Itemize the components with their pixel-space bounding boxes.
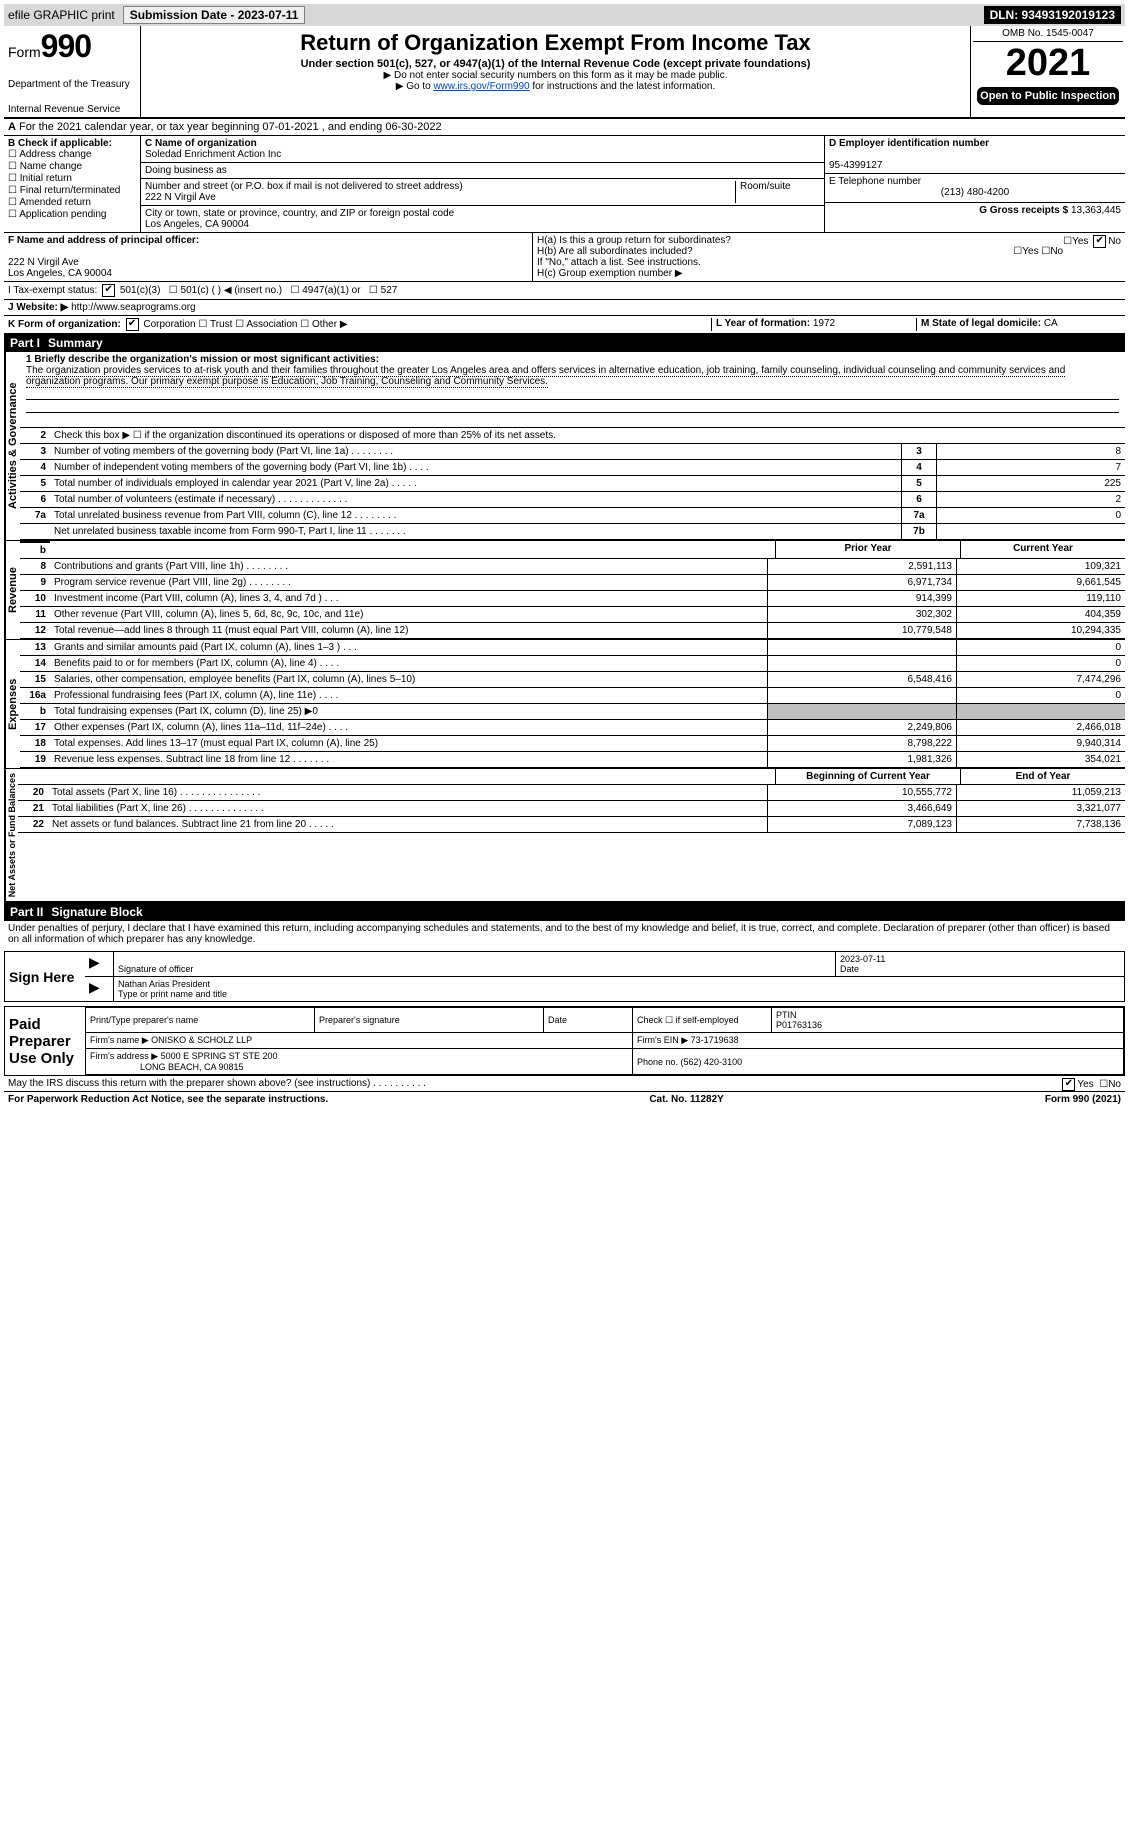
tax-year: 2021 (973, 42, 1123, 85)
address-block: B Check if applicable: ☐ Address change … (4, 136, 1125, 233)
city-state-zip: Los Angeles, CA 90004 (145, 219, 249, 230)
expenses-section: Expenses 13Grants and similar amounts pa… (4, 640, 1125, 769)
mission-block: 1 Briefly describe the organization's mi… (20, 352, 1125, 428)
vtab-revenue: Revenue (4, 541, 20, 639)
irs-label: Internal Revenue Service (8, 104, 136, 115)
form-header: Form990 Department of the Treasury Inter… (4, 26, 1125, 119)
phone: (213) 480-4200 (941, 187, 1009, 198)
top-bar: efile GRAPHIC print Submission Date - 20… (4, 4, 1125, 26)
col-c: C Name of organization Soledad Enrichmen… (141, 136, 825, 232)
section-f: F Name and address of principal officer:… (4, 233, 533, 281)
may-discuss-row: May the IRS discuss this return with the… (4, 1076, 1125, 1092)
mission-text: The organization provides services to at… (26, 365, 1065, 388)
dept-treasury: Department of the Treasury (8, 79, 136, 90)
goto-note: ▶ Go to www.irs.gov/Form990 for instruct… (147, 81, 964, 92)
gross-receipts: 13,363,445 (1071, 205, 1121, 216)
ssn-note: ▶ Do not enter social security numbers o… (147, 70, 964, 81)
col-deg: D Employer identification number 95-4399… (825, 136, 1125, 232)
header-title-block: Return of Organization Exempt From Incom… (141, 26, 970, 117)
revenue-section: Revenue b Prior Year Current Year 8Contr… (4, 541, 1125, 640)
paid-preparer-block: Paid Preparer Use Only Print/Type prepar… (4, 1006, 1125, 1076)
street-address: 222 N Virgil Ave (145, 192, 216, 203)
header-right-block: OMB No. 1545-0047 2021 Open to Public In… (970, 26, 1125, 117)
vtab-net: Net Assets or Fund Balances (4, 769, 18, 901)
website: http://www.seaprograms.org (71, 302, 196, 313)
sign-block: Sign Here ▶ Signature of officer 2023-07… (4, 951, 1125, 1002)
row-i: I Tax-exempt status: 501(c)(3) ☐ 501(c) … (4, 282, 1125, 300)
page-footer: For Paperwork Reduction Act Notice, see … (4, 1092, 1125, 1107)
row-klm: K Form of organization: Corporation ☐ Tr… (4, 316, 1125, 334)
efile-label: efile GRAPHIC print (8, 8, 115, 22)
ein: 95-4399127 (829, 160, 882, 171)
irs-link[interactable]: www.irs.gov/Form990 (433, 81, 529, 92)
governance-section: Activities & Governance 1 Briefly descri… (4, 352, 1125, 541)
preparer-table: Print/Type preparer's name Preparer's si… (85, 1007, 1124, 1075)
netassets-section: Net Assets or Fund Balances Beginning of… (4, 769, 1125, 903)
row-a: A For the 2021 calendar year, or tax yea… (4, 119, 1125, 136)
org-name: Soledad Enrichment Action Inc (145, 149, 281, 160)
check-501c3[interactable] (102, 284, 115, 297)
penalty-statement: Under penalties of perjury, I declare th… (4, 921, 1125, 947)
section-h: H(a) Is this a group return for subordin… (533, 233, 1125, 281)
part2-header: Part II Signature Block (4, 903, 1125, 921)
dln-label: DLN: 93493192019123 (984, 6, 1121, 24)
open-to-public: Open to Public Inspection (977, 87, 1119, 105)
part1-header: Part I Summary (4, 334, 1125, 352)
vtab-governance: Activities & Governance (4, 352, 20, 540)
row-j: J Website: ▶ http://www.seaprograms.org (4, 300, 1125, 316)
col-b: B Check if applicable: ☐ Address change … (4, 136, 141, 232)
form-id-block: Form990 Department of the Treasury Inter… (4, 26, 141, 117)
form-number: 990 (41, 28, 91, 64)
vtab-expenses: Expenses (4, 640, 20, 768)
submission-date-button[interactable]: Submission Date - 2023-07-11 (123, 6, 306, 24)
form-prefix: Form (8, 44, 41, 60)
omb-number: OMB No. 1545-0047 (973, 28, 1123, 42)
form-title: Return of Organization Exempt From Incom… (147, 30, 964, 56)
section-fh: F Name and address of principal officer:… (4, 233, 1125, 282)
form-subtitle: Under section 501(c), 527, or 4947(a)(1)… (147, 58, 964, 70)
